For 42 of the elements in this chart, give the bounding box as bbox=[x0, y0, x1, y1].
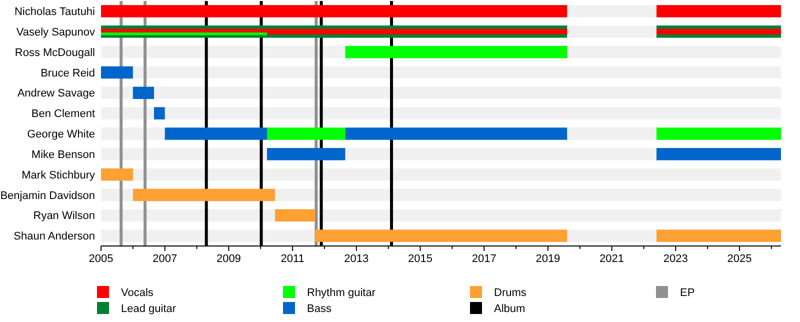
bar bbox=[101, 168, 133, 181]
legend-label: Drums bbox=[494, 286, 527, 299]
x-tick-label: 2025 bbox=[727, 253, 752, 265]
bar bbox=[656, 148, 781, 160]
y-tick-label: Ross McDougall bbox=[14, 46, 95, 59]
y-tick-label: George White bbox=[27, 128, 95, 141]
x-tick-label: 2005 bbox=[88, 253, 114, 265]
y-tick-label: Ben Clement bbox=[31, 108, 95, 120]
bar bbox=[154, 107, 165, 120]
x-tick-label: 2015 bbox=[408, 253, 432, 265]
bar bbox=[132, 188, 275, 202]
bar bbox=[345, 46, 568, 58]
bar bbox=[274, 209, 315, 222]
bar bbox=[267, 128, 346, 140]
x-tick-label: 2009 bbox=[216, 253, 241, 265]
x-tick-label: 2017 bbox=[472, 253, 496, 265]
bar bbox=[656, 230, 781, 242]
y-tick-label: Shaun Anderson bbox=[14, 230, 95, 243]
y-tick-label: Nicholas Tautuhi bbox=[14, 6, 95, 18]
y-tick-label: Ryan Wilson bbox=[33, 210, 95, 222]
x-tick-label: 2007 bbox=[152, 253, 178, 265]
x-tick-label: 2023 bbox=[663, 253, 688, 265]
bar bbox=[101, 66, 133, 79]
x-tick-label: 2013 bbox=[344, 253, 369, 265]
legend-label: EP bbox=[680, 286, 695, 299]
bar bbox=[132, 86, 154, 99]
legend-label: Vocals bbox=[121, 286, 154, 299]
x-tick-label: 2019 bbox=[536, 253, 560, 265]
bar bbox=[164, 128, 268, 140]
y-tick-label: Mike Benson bbox=[31, 148, 95, 161]
y-tick-label: Bruce Reid bbox=[40, 67, 95, 80]
legend-label: Bass bbox=[307, 302, 332, 315]
x-tick-label: 2021 bbox=[600, 253, 624, 265]
legend-label: Rhythm guitar bbox=[307, 286, 376, 299]
y-tick-label: Benjamin Davidson bbox=[0, 190, 95, 202]
y-tick-label: Andrew Savage bbox=[17, 88, 95, 100]
x-tick-label: 2011 bbox=[280, 253, 304, 265]
legend-label: Album bbox=[494, 302, 526, 315]
y-tick-label: Vasely Sapunov bbox=[16, 26, 96, 38]
y-tick-label: Mark Stichbury bbox=[22, 169, 96, 182]
bar bbox=[267, 148, 346, 160]
legend-label: Lead guitar bbox=[121, 302, 176, 315]
